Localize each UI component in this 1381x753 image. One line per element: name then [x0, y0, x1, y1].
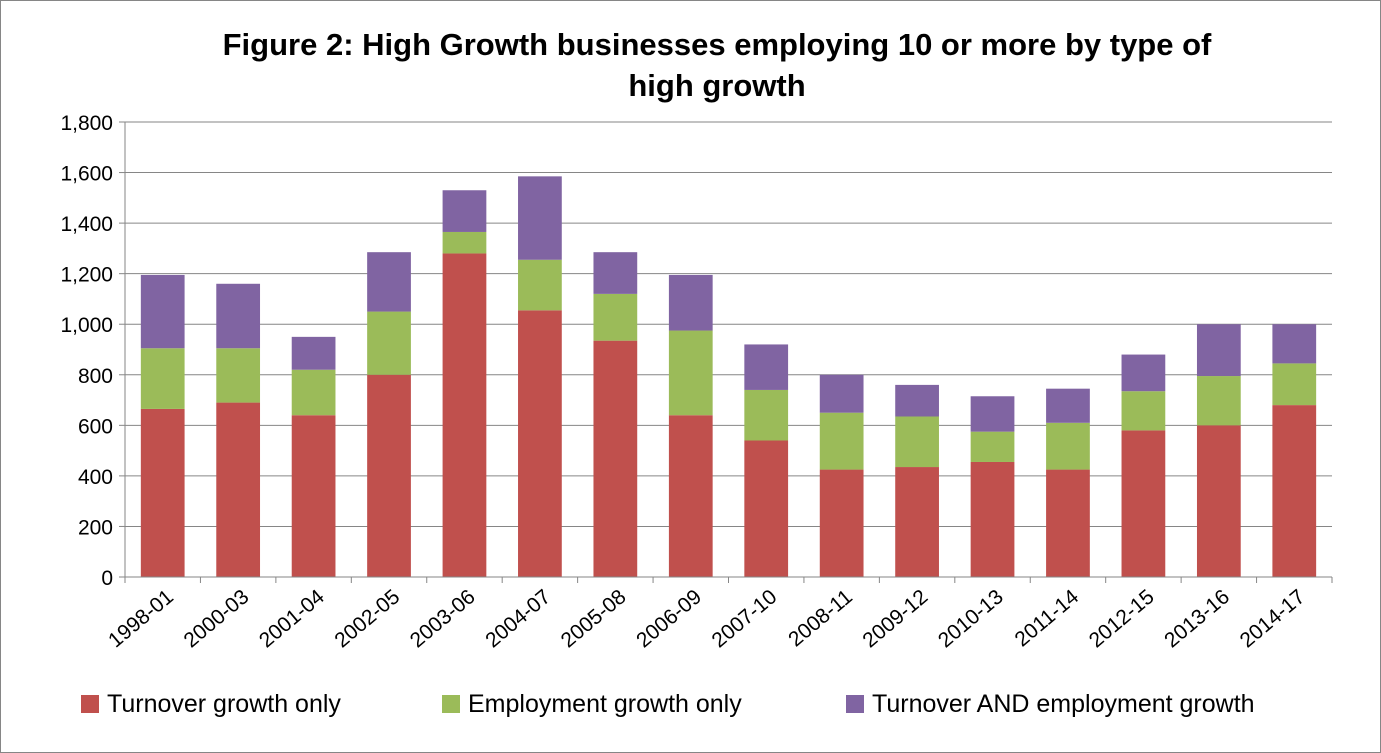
chart-title-line-1: Figure 2: High Growth businesses employi…	[223, 27, 1212, 62]
x-tick-label: 2008-11	[784, 585, 857, 651]
x-tick-label: 2004-07	[481, 585, 555, 652]
y-tick-label: 1,000	[60, 314, 113, 337]
bar-segment-2010-13-series-3	[970, 396, 1015, 432]
y-tick-label: 200	[78, 516, 113, 539]
bar-segment-1998-01-series-2	[140, 348, 185, 409]
bar-segment-2000-03-series-3	[216, 283, 261, 349]
legend-label: Employment growth only	[468, 690, 742, 718]
bar-segment-2002-05-series-3	[367, 252, 411, 312]
bar-segment-2001-04-series-3	[291, 336, 336, 370]
bar-segment-2002-05-series-2	[367, 311, 411, 375]
bar-segment-2013-16-series-1	[1196, 425, 1241, 577]
y-axis: 0 200 400 600 800 1,000 1,200 1,400 1,600 1,800	[60, 112, 126, 590]
bars	[140, 176, 1317, 577]
x-tick-label: 2014-17	[1236, 585, 1310, 652]
bar-segment-2001-04-series-1	[291, 415, 336, 577]
bar-segment-2011-14-series-3	[1046, 388, 1090, 423]
x-tick-label: 2002-05	[330, 585, 404, 652]
legend-swatch	[81, 695, 99, 713]
x-tick-label: 2010-13	[934, 585, 1008, 652]
bar-segment-2003-06-series-3	[442, 190, 487, 232]
bar-segment-2011-14-series-2	[1046, 422, 1090, 470]
x-tick-label: 2007-10	[708, 585, 782, 652]
bar-segment-2012-15-series-2	[1121, 391, 1166, 431]
bar-segment-2008-11-series-3	[819, 374, 864, 413]
x-tick-label: 2006-09	[632, 585, 706, 652]
y-tick-label: 800	[78, 365, 113, 388]
legend: Turnover growth only Employment growth on…	[81, 690, 1255, 718]
bar-segment-2007-10-series-3	[744, 344, 789, 390]
legend-item: Turnover growth only	[81, 690, 341, 718]
x-tick-label: 2011-14	[1011, 585, 1084, 651]
bar-segment-2014-17-series-2	[1272, 363, 1317, 406]
bar-segment-1998-01-series-1	[140, 408, 185, 577]
legend-item: Employment growth only	[442, 690, 742, 718]
bar-segment-2010-13-series-2	[970, 431, 1015, 462]
x-tick-label: 2013-16	[1160, 585, 1234, 652]
bar-segment-2012-15-series-1	[1121, 430, 1166, 577]
bar-segment-2006-09-series-3	[668, 274, 713, 331]
bar-segment-2004-07-series-2	[518, 259, 562, 311]
chart-title-line-2: high growth	[628, 68, 805, 103]
bar-segment-2006-09-series-1	[668, 415, 713, 577]
bar-segment-2005-08-series-1	[593, 340, 638, 577]
x-tick-label: 2001-04	[255, 585, 329, 652]
bar-segment-2004-07-series-1	[518, 310, 562, 577]
bar-segment-2006-09-series-2	[668, 330, 713, 416]
x-tick-label: 2012-15	[1085, 585, 1159, 652]
bar-segment-2008-11-series-1	[819, 469, 864, 577]
bar-segment-2010-13-series-1	[970, 461, 1015, 577]
bar-segment-2003-06-series-1	[442, 253, 487, 577]
bar-segment-2002-05-series-1	[367, 374, 411, 577]
bar-segment-2014-17-series-1	[1272, 405, 1317, 577]
bar-segment-2013-16-series-3	[1196, 324, 1241, 377]
bar-segment-2000-03-series-2	[216, 348, 261, 403]
bar-segment-2008-11-series-2	[819, 412, 864, 470]
y-tick-label: 1,600	[60, 163, 113, 186]
bar-segment-2005-08-series-2	[593, 293, 638, 341]
bar-segment-2009-12-series-2	[895, 416, 939, 468]
legend-swatch	[442, 695, 460, 713]
legend-swatch	[846, 695, 864, 713]
y-tick-label: 1,400	[60, 213, 113, 236]
bar-segment-2003-06-series-2	[442, 231, 487, 254]
bar-segment-2007-10-series-1	[744, 440, 789, 577]
x-axis: 1998-01 2000-03 2001-04 2002-05 2003-06 2004-…	[104, 576, 1333, 652]
bar-segment-2012-15-series-3	[1121, 354, 1166, 392]
x-tick-label: 2000-03	[180, 585, 254, 652]
bar-segment-2014-17-series-3	[1272, 324, 1317, 364]
legend-label: Turnover growth only	[107, 690, 341, 718]
chart-title: Figure 2: High Growth businesses employi…	[223, 27, 1212, 103]
bar-segment-2013-16-series-2	[1196, 376, 1241, 426]
y-tick-label: 600	[78, 415, 113, 438]
bar-segment-2001-04-series-2	[291, 369, 336, 416]
legend-label: Turnover AND employment growth	[872, 690, 1255, 718]
bar-segment-1998-01-series-3	[140, 274, 185, 349]
bar-segment-2000-03-series-1	[216, 402, 261, 577]
x-tick-label: 1998-01	[104, 585, 178, 652]
bar-segment-2005-08-series-3	[593, 252, 638, 294]
y-tick-label: 0	[101, 567, 113, 590]
x-tick-label: 2005-08	[557, 585, 631, 652]
bar-segment-2004-07-series-3	[518, 176, 562, 260]
y-tick-label: 1,800	[60, 112, 113, 135]
y-tick-label: 400	[78, 466, 113, 489]
y-tick-label: 1,200	[60, 264, 113, 287]
bar-segment-2007-10-series-2	[744, 389, 789, 441]
x-tick-label: 2009-12	[858, 585, 932, 652]
bar-segment-2009-12-series-3	[895, 384, 939, 417]
bar-segment-2011-14-series-1	[1046, 469, 1090, 577]
x-tick-label: 2003-06	[406, 585, 480, 652]
bar-segment-2009-12-series-1	[895, 467, 939, 577]
legend-item: Turnover AND employment growth	[846, 690, 1255, 718]
